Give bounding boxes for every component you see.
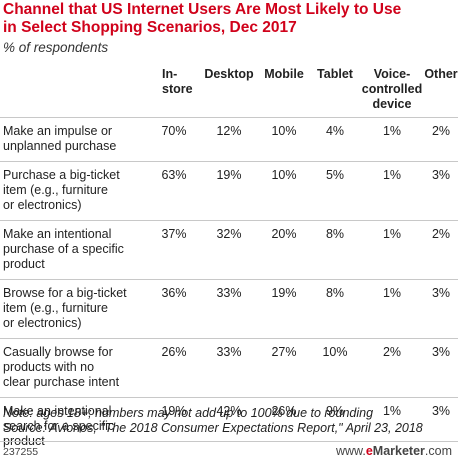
- table-cell: 63%: [148, 161, 200, 221]
- table-cell: 5%: [310, 161, 360, 221]
- table-cell: 33%: [200, 338, 258, 398]
- table-row: Browse for a big-ticket item (e.g., furn…: [0, 279, 458, 339]
- table-cell: 37%: [148, 220, 200, 280]
- table-cell: 3%: [424, 338, 458, 398]
- table-cell: 9%: [310, 397, 360, 456]
- note-text: Note: ages 18+; numbers may not add up t…: [3, 406, 374, 420]
- table-row: Make an intentional purchase of a specif…: [0, 220, 458, 280]
- column-header: Desktop: [204, 67, 254, 81]
- footer-divider: [0, 441, 458, 442]
- table-cell: 19%: [258, 279, 310, 339]
- table-cell: 12%: [200, 117, 258, 162]
- table-cell: 8%: [310, 220, 360, 280]
- chart-subtitle: % of respondents: [3, 40, 109, 55]
- table-row: Make an impulse or unplanned purchase 70%…: [0, 117, 458, 162]
- brand-www: www.: [335, 444, 366, 458]
- table-cell: 36%: [148, 279, 200, 339]
- table-cell: 33%: [200, 279, 258, 339]
- chart-title: Channel that US Internet Users Are Most …: [3, 1, 402, 36]
- table-cell: 20%: [258, 220, 310, 280]
- table-cell: 19%: [148, 397, 200, 456]
- row-label: Purchase a big-ticket item (e.g., furnit…: [0, 161, 148, 221]
- table-cell: 32%: [200, 220, 258, 280]
- table-cell: 10%: [310, 338, 360, 398]
- table-cell: 1%: [360, 161, 424, 221]
- table-body: Make an impulse or unplanned purchase 70%…: [0, 117, 458, 456]
- chart-id: 237255: [3, 446, 39, 458]
- table-cell: 26%: [148, 338, 200, 398]
- table-row: Make an intentional search for a specifi…: [0, 397, 458, 456]
- column-header: [0, 64, 148, 118]
- table-cell: 26%: [258, 397, 310, 456]
- table-cell: 3%: [424, 397, 458, 456]
- table-cell: 10%: [258, 117, 310, 162]
- row-label: Browse for a big-ticket item (e.g., furn…: [0, 279, 148, 339]
- table-cell: 3%: [424, 161, 458, 221]
- table-cell: 3%: [424, 279, 458, 339]
- table-row: Purchase a big-ticket item (e.g., furnit…: [0, 161, 458, 221]
- column-header: In- store: [162, 67, 193, 96]
- column-header: Voice- controlled device: [361, 67, 423, 111]
- table-cell: 4%: [310, 117, 360, 162]
- brand-logo: www.eMarketer.com: [336, 444, 452, 458]
- table-cell: 10%: [258, 161, 310, 221]
- table-cell: 2%: [360, 338, 424, 398]
- table-cell: 2%: [424, 117, 458, 162]
- table-cell: 1%: [360, 279, 424, 339]
- table-cell: 70%: [148, 117, 200, 162]
- table-cell: 1%: [360, 220, 424, 280]
- table-cell: 8%: [310, 279, 360, 339]
- brand-e: e: [365, 444, 373, 458]
- row-label: Casually browse for products with no cle…: [0, 338, 148, 398]
- column-header: Tablet: [317, 67, 353, 81]
- data-table: In- store Desktop Mobile Tablet Voice- contr…: [0, 64, 458, 456]
- chart-footnote: Note: ages 18+; numbers may not add up t…: [3, 406, 423, 436]
- brand-suffix: .com: [424, 444, 452, 458]
- row-label: Make an impulse or unplanned purchase: [0, 117, 148, 162]
- row-label: Make an intentional purchase of a specif…: [0, 220, 148, 280]
- brand-name: Marketer: [372, 444, 425, 458]
- source-text: Source: Avionos, "The 2018 Consumer Expe…: [3, 421, 423, 435]
- column-header: Other: [424, 67, 458, 81]
- table-cell: 1%: [360, 117, 424, 162]
- column-header: Mobile: [264, 67, 304, 81]
- header-row: In- store Desktop Mobile Tablet Voice- contr…: [0, 64, 458, 118]
- table-cell: 42%: [200, 397, 258, 456]
- table-cell: 27%: [258, 338, 310, 398]
- table-row: Casually browse for products with no cle…: [0, 338, 458, 398]
- table-cell: 1%: [360, 397, 424, 456]
- row-label: Make an intentional search for a specifi…: [0, 397, 148, 456]
- table-cell: 19%: [200, 161, 258, 221]
- table-cell: 2%: [424, 220, 458, 280]
